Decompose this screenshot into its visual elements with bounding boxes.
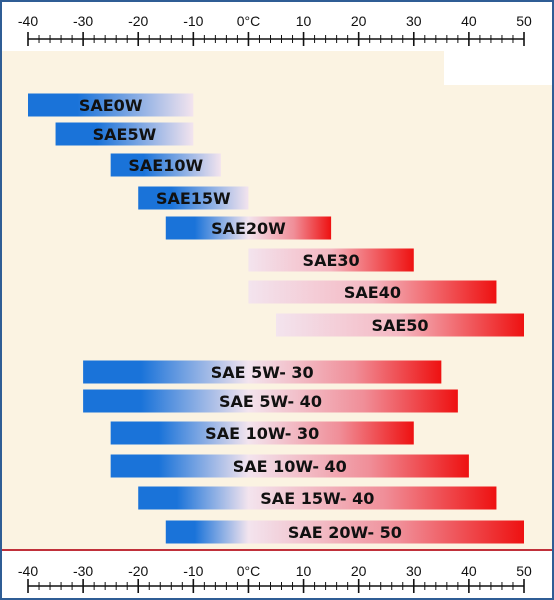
bar-sae-20w-50: [165, 520, 524, 544]
bar-sae15w: [138, 186, 249, 210]
bar-sae-10w-40: [110, 454, 469, 478]
top-axis-tick-label: -20: [128, 13, 148, 29]
bottom-axis-tick-label: 20: [351, 563, 367, 579]
top-axis-tick-label: -30: [73, 13, 93, 29]
top-temperature-axis: -40 -30 -20 -10 0°C 10 20 30 40 50: [18, 13, 532, 46]
bottom-axis-tick-label: -10: [183, 563, 203, 579]
bar-sae5w: [55, 122, 194, 146]
bar-sae-15w-40: [138, 486, 497, 510]
bottom-axis-tick-label: -30: [73, 563, 93, 579]
top-axis-tick-label: 50: [516, 13, 532, 29]
bar-sae-10w-30: [110, 421, 414, 445]
bar-label-sae-5w-30: SAE 5W- 30: [211, 363, 314, 382]
bar-sae20w: [165, 216, 332, 240]
bar-sae10w: [110, 153, 221, 177]
viscosity-range-bars: SAE0W SAE5W SAE10W SAE15W SAE20W SAE30 SAE40 SA…: [28, 93, 524, 544]
bar-label-sae-5w-40: SAE 5W- 40: [219, 392, 322, 411]
bar-label-sae-15w-40: SAE 15W- 40: [260, 489, 374, 508]
top-axis-tick-label: -40: [18, 13, 38, 29]
bar-label-sae-10w-40: SAE 10W- 40: [233, 457, 347, 476]
bar-label-sae40: SAE40: [344, 283, 401, 302]
top-axis-tick-label: 30: [406, 13, 422, 29]
top-axis-tick-label: 40: [461, 13, 477, 29]
bottom-temperature-axis: -40 -30 -20 -10 0°C 10 20 30 40 50: [18, 563, 532, 593]
bar-sae30: [248, 248, 414, 272]
bar-label-sae0w: SAE0W: [79, 96, 143, 115]
bar-label-sae-20w-50: SAE 20W- 50: [288, 523, 402, 542]
bar-label-sae50: SAE50: [371, 316, 428, 335]
bar-label-sae30: SAE30: [303, 251, 360, 270]
bar-label-sae10w: SAE10W: [128, 156, 203, 175]
bar-sae50: [276, 313, 524, 337]
bar-sae-5w-30: [83, 360, 442, 384]
corner-white-patch: [444, 51, 552, 85]
bar-sae0w: [28, 93, 194, 117]
bar-label-sae20w: SAE20W: [211, 219, 286, 238]
top-axis-tick-label: 20: [351, 13, 367, 29]
bottom-axis-tick-label: 0°C: [237, 563, 261, 579]
bottom-axis-tick-label: -40: [18, 563, 38, 579]
top-axis-tick-label: 10: [296, 13, 312, 29]
bottom-axis-tick-label: -20: [128, 563, 148, 579]
top-axis-tick-label: 0°C: [237, 13, 261, 29]
bottom-axis-tick-label: 50: [516, 563, 532, 579]
bottom-axis-tick-label: 30: [406, 563, 422, 579]
bar-sae40: [248, 280, 497, 304]
top-axis-tick-label: -10: [183, 13, 203, 29]
bottom-axis-tick-label: 10: [296, 563, 312, 579]
bar-label-sae15w: SAE15W: [156, 189, 231, 208]
bar-label-sae5w: SAE5W: [93, 125, 157, 144]
bottom-axis-tick-label: 40: [461, 563, 477, 579]
bar-sae-5w-40: [83, 389, 458, 413]
bar-label-sae-10w-30: SAE 10W- 30: [205, 424, 319, 443]
